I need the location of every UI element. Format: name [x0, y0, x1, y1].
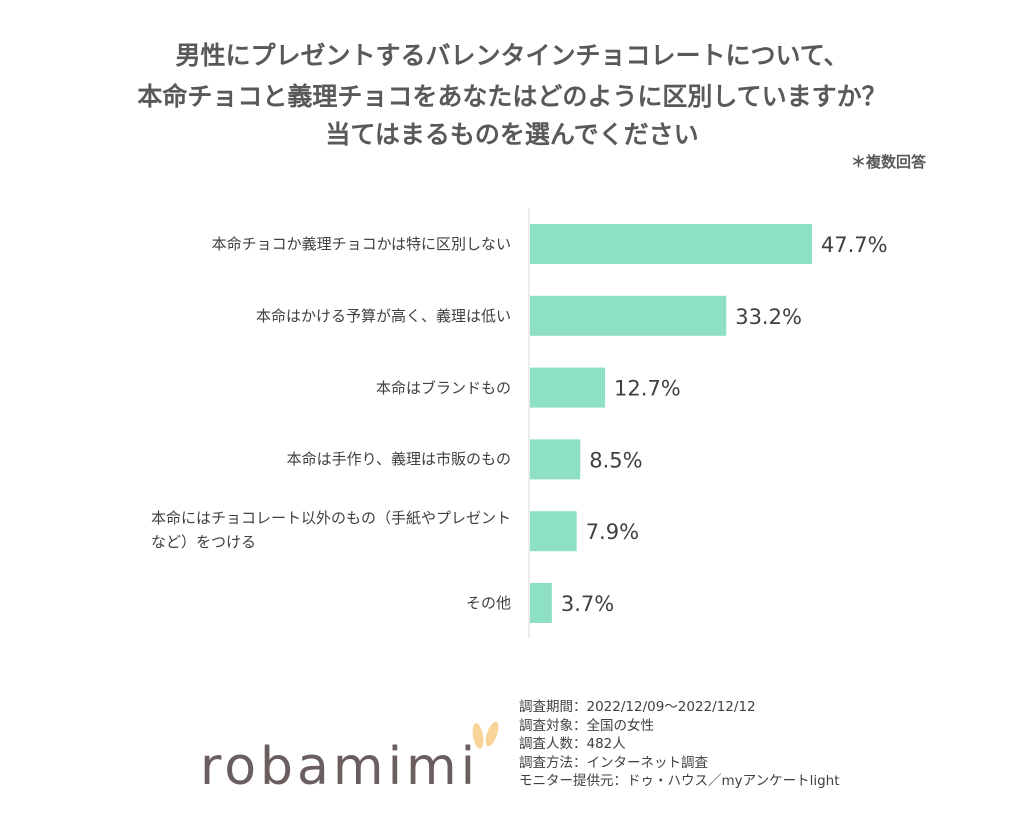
- survey-period: 調査期間：2022/12/09～2022/12/12: [519, 699, 756, 715]
- category-label: 本命は手作り、義理は市販のもの: [286, 450, 511, 469]
- data-label: 8.5%: [589, 448, 642, 472]
- survey-provider: モニター提供元：ドゥ・ハウス／myアンケートlight: [519, 773, 840, 789]
- title-line-3: 当てはまるものを選んでください: [325, 120, 699, 149]
- category-label: 本命はかける予算が高く、義理は低い: [255, 306, 511, 325]
- title-line-2: 本命チョコと義理チョコをあなたはどのように区別していますか？: [137, 82, 887, 111]
- category-label: 本命にはチョコレート以外のもの（手紙やプレゼントなど）をつける: [151, 509, 512, 552]
- category-label: 本命チョコか義理チョコかは特に区別しない: [211, 235, 511, 253]
- category-label: 本命はブランドもの: [375, 378, 511, 397]
- survey-target: 調査対象：全国の女性: [519, 717, 654, 734]
- bar: [530, 295, 727, 336]
- title-line-1: 男性にプレゼントするバレンタインチョコレートについて、: [175, 41, 849, 70]
- logo-ear-icon: [472, 723, 484, 749]
- data-label: 33.2%: [735, 305, 802, 329]
- robamimi-logo: robamimi: [200, 720, 500, 804]
- category-label: その他: [465, 594, 511, 612]
- bar: [530, 224, 812, 264]
- survey-count: 調査人数：482人: [519, 736, 626, 752]
- data-label: 47.7%: [821, 233, 888, 257]
- data-label: 12.7%: [614, 377, 681, 401]
- bar: [530, 367, 606, 408]
- multiple-answer-note: ＊複数回答: [850, 153, 926, 171]
- logo-ear-icon: [485, 721, 499, 747]
- survey-info: 調査期間：2022/12/09～2022/12/12 調査対象：全国の女性 調査…: [519, 698, 840, 791]
- bar: [530, 583, 552, 623]
- logo-text: robamimi: [200, 737, 479, 797]
- bar: [530, 511, 577, 552]
- bar: [530, 439, 581, 480]
- data-label: 3.7%: [561, 592, 614, 616]
- data-label: 7.9%: [586, 520, 639, 544]
- survey-method: 調査方法：インターネット調査: [519, 754, 708, 771]
